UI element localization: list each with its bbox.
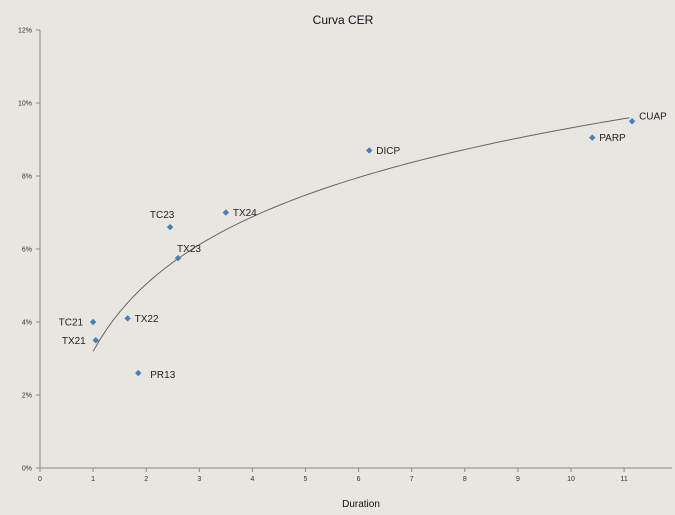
point-label-tx21: TX21 [62, 336, 86, 347]
point-label-tc21: TC21 [59, 318, 84, 329]
point-label-dicp: DICP [376, 146, 400, 157]
y-tick-label: 6% [22, 247, 32, 254]
data-point-cuap [628, 118, 636, 125]
point-label-tx23: TX23 [177, 244, 201, 255]
x-axis-ticks: 0 1 2 3 4 5 6 7 8 9 10 11 [38, 468, 628, 483]
point-label-tx22: TX22 [135, 314, 159, 325]
data-point-tx23 [174, 254, 182, 262]
data-point-pr13 [135, 369, 142, 377]
point-label-parp: PARP [599, 133, 626, 144]
y-axis-ticks: 0% 2% 4% 6% 8% 10% 12% [18, 28, 40, 473]
y-tick-label: 10% [18, 101, 32, 108]
x-tick-label: 10 [567, 476, 575, 483]
point-label-cuap: CUAP [639, 111, 667, 122]
data-point-parp [589, 134, 596, 141]
y-tick-label: 2% [22, 393, 32, 400]
data-point-tc23 [166, 223, 174, 231]
point-label-pr13: PR13 [150, 370, 175, 381]
x-tick-label: 9 [516, 476, 520, 483]
x-tick-label: 2 [144, 476, 148, 483]
x-tick-label: 5 [304, 476, 308, 483]
data-point-tx24 [222, 209, 230, 216]
data-point-tc21 [89, 318, 97, 326]
x-axis-title: Duration [342, 499, 380, 510]
x-tick-label: 3 [197, 476, 201, 483]
point-label-tx24: TX24 [233, 208, 257, 219]
chart-title: Curva CER [313, 13, 374, 27]
data-point-dicp [366, 147, 373, 154]
x-tick-label: 11 [620, 476, 627, 483]
y-tick-label: 0% [22, 466, 32, 473]
y-tick-label: 8% [22, 174, 32, 181]
data-point-tx22 [124, 315, 131, 322]
y-tick-label: 4% [22, 320, 32, 327]
trendline [92, 117, 630, 352]
x-tick-label: 1 [91, 476, 95, 483]
x-tick-label: 8 [463, 476, 467, 483]
point-label-tc23: TC23 [150, 210, 175, 221]
x-tick-label: 0 [38, 476, 42, 483]
x-tick-label: 4 [250, 476, 254, 483]
x-tick-label: 7 [410, 476, 414, 483]
data-points: TC21 TX21 TX22 PR13 TC23 TX23 TX24 DICP PARP CUAP [59, 111, 668, 381]
data-point-tx21 [92, 337, 99, 344]
x-tick-label: 6 [357, 476, 361, 483]
y-tick-label: 12% [18, 28, 32, 35]
